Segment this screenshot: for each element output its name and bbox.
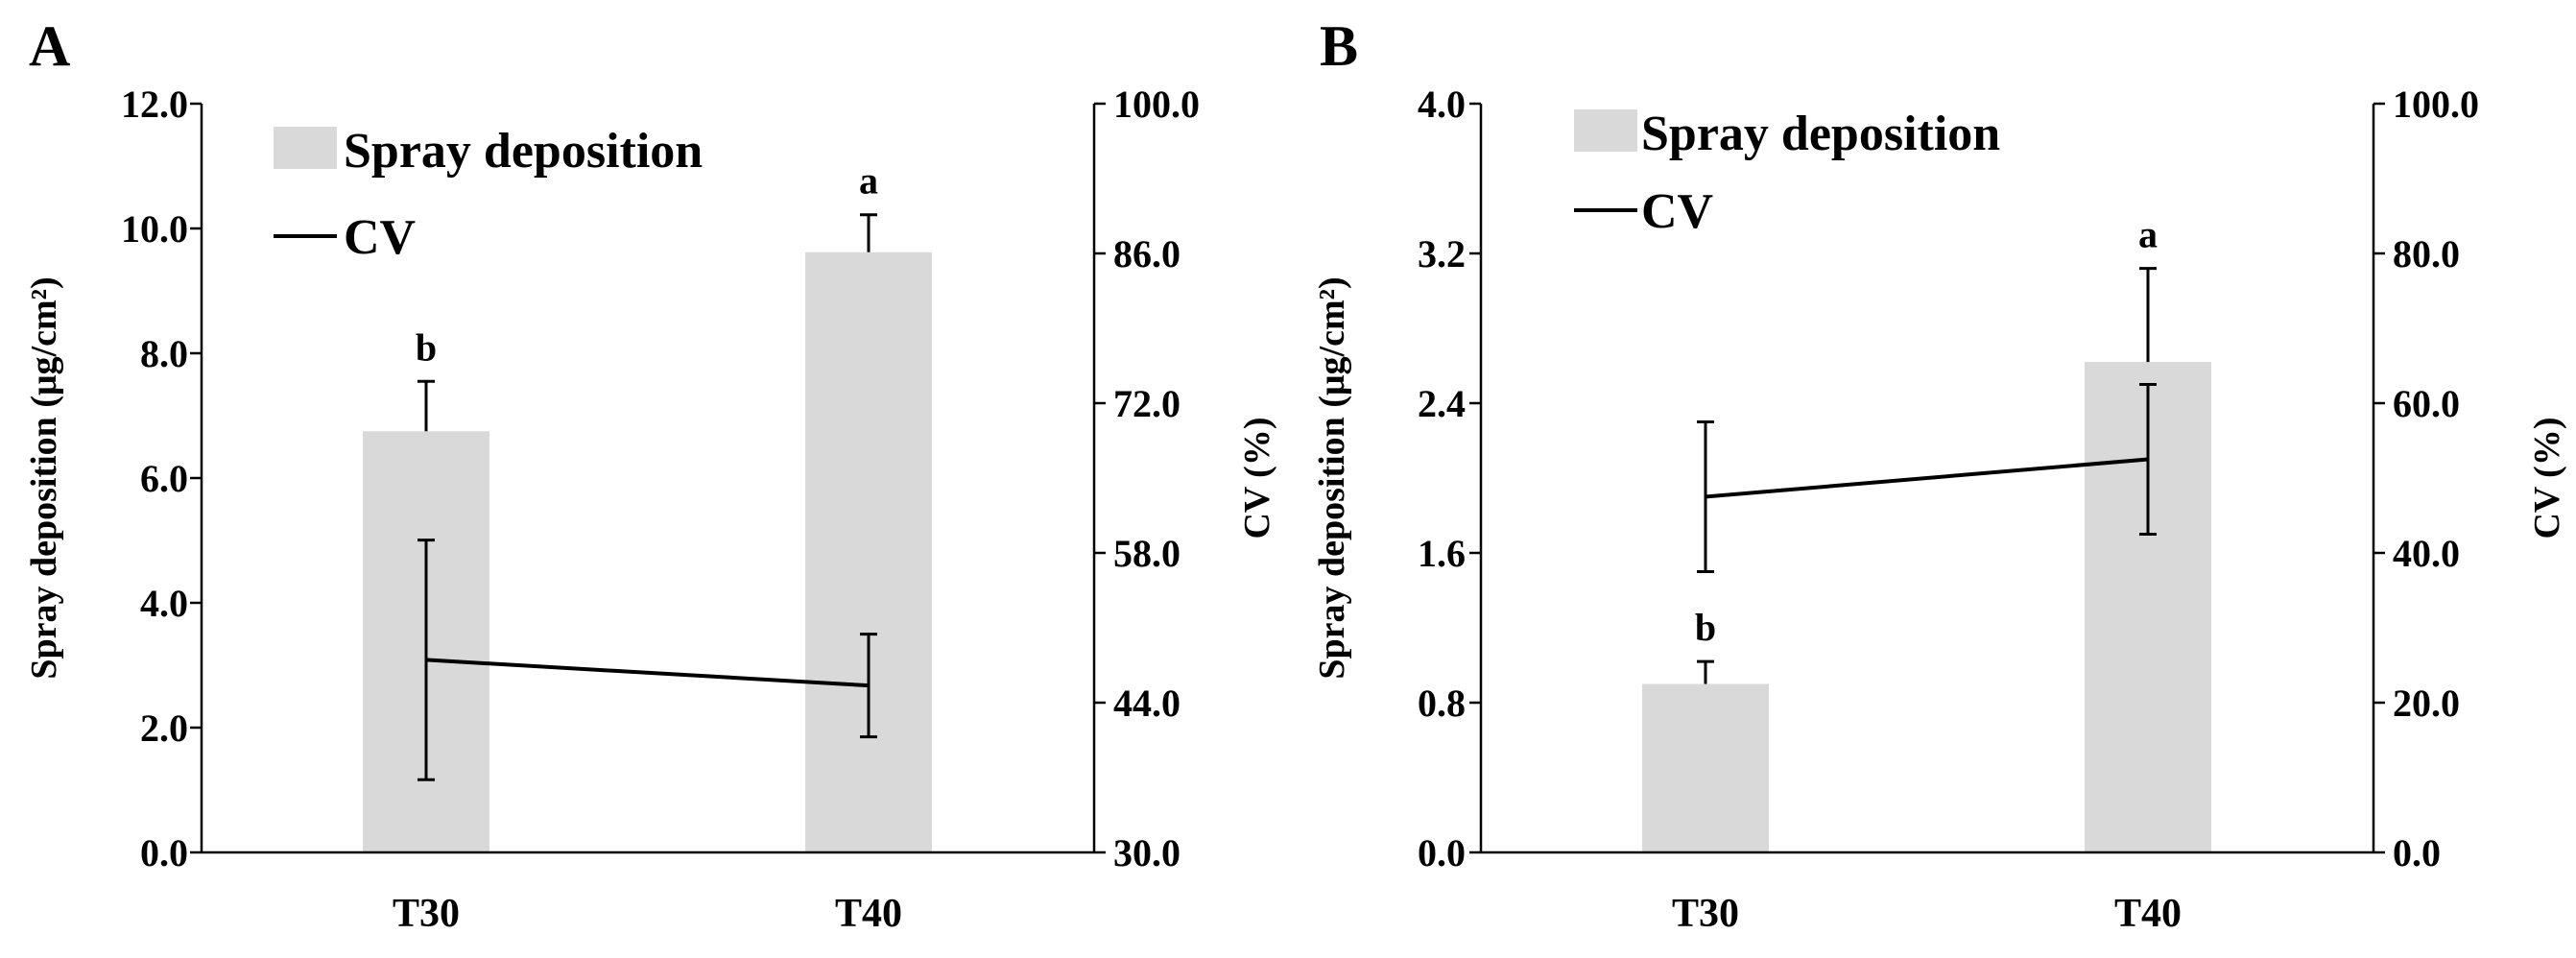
y2-tick-label: 60.0 bbox=[2393, 382, 2460, 425]
y2-tick-label: 80.0 bbox=[2393, 232, 2460, 275]
legend-bar-swatch bbox=[274, 127, 337, 169]
line-cv bbox=[1705, 460, 2148, 497]
legend-label-spray-deposition: Spray deposition bbox=[344, 124, 703, 179]
x-category-label: T30 bbox=[393, 892, 460, 936]
chart-panel-b: Bb a 0.0 0.8 1.6 2.4 3.2 4.0 0.0 20.0 40.0 60.0 80.0… bbox=[1312, 14, 2567, 936]
bar-spray-deposition bbox=[805, 252, 932, 852]
panel-label: B bbox=[1320, 14, 1358, 78]
y-tick-label: 0.0 bbox=[140, 831, 188, 874]
y-tick-label: 3.2 bbox=[1418, 232, 1466, 275]
y2-tick-label: 100.0 bbox=[2393, 83, 2479, 126]
legend-label-spray-deposition: Spray deposition bbox=[1641, 107, 2000, 161]
y2-tick-label: 20.0 bbox=[2393, 682, 2460, 725]
x-category-label: T40 bbox=[2114, 892, 2182, 936]
significance-letter: a bbox=[859, 159, 878, 203]
y-tick-label: 10.0 bbox=[121, 207, 188, 251]
legend-bar-swatch bbox=[1574, 109, 1637, 152]
y2-tick-label: 100.0 bbox=[1113, 83, 1200, 126]
x-category-label: T30 bbox=[1672, 892, 1739, 936]
y-axis-title: Spray deposition (μg/cm²) bbox=[24, 276, 64, 679]
y-tick-label: 4.0 bbox=[140, 582, 188, 625]
y-tick-label: 2.4 bbox=[1418, 382, 1466, 425]
y2-axis-title: CV (%) bbox=[2527, 417, 2567, 539]
significance-letter: b bbox=[1695, 606, 1716, 649]
significance-letter: b bbox=[416, 325, 437, 369]
y2-tick-label: 0.0 bbox=[2393, 831, 2441, 874]
y-tick-label: 8.0 bbox=[140, 332, 188, 375]
legend-label-cv: CV bbox=[1641, 184, 1713, 239]
y2-tick-label: 30.0 bbox=[1113, 831, 1181, 874]
panel-label: A bbox=[29, 14, 70, 78]
y2-tick-label: 44.0 bbox=[1113, 682, 1181, 725]
y-tick-label: 0.0 bbox=[1418, 831, 1466, 874]
y-tick-label: 4.0 bbox=[1418, 83, 1466, 126]
y-tick-label: 0.8 bbox=[1418, 682, 1466, 725]
y-tick-label: 12.0 bbox=[121, 83, 188, 126]
y-tick-label: 1.6 bbox=[1418, 532, 1466, 575]
x-category-label: T40 bbox=[835, 892, 902, 936]
legend-label-cv: CV bbox=[344, 210, 416, 265]
y-tick-label: 2.0 bbox=[140, 707, 188, 750]
line-cv bbox=[426, 659, 869, 685]
significance-letter: a bbox=[2138, 213, 2158, 256]
y-tick-label: 6.0 bbox=[140, 457, 188, 500]
y2-tick-label: 58.0 bbox=[1113, 532, 1181, 575]
y2-tick-label: 72.0 bbox=[1113, 382, 1181, 425]
y2-axis-title: CV (%) bbox=[1237, 417, 1277, 539]
y2-tick-label: 86.0 bbox=[1113, 232, 1181, 275]
chart-panel-a: Ab a 0.0 2.0 4.0 6.0 8.0 10.0 12.0 30.0 44.0 58.0 72… bbox=[24, 14, 1277, 936]
y2-tick-label: 40.0 bbox=[2393, 532, 2460, 575]
bar-spray-deposition bbox=[1642, 684, 1769, 853]
y-axis-title: Spray deposition (μg/cm²) bbox=[1312, 276, 1352, 679]
